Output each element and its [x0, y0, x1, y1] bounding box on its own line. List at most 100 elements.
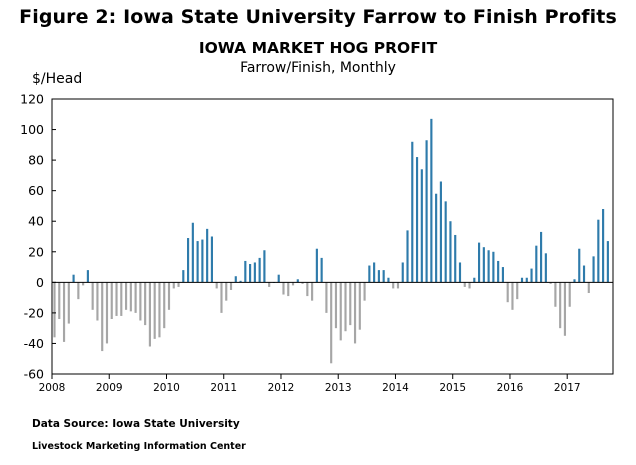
x-tick-label: 2009: [96, 382, 123, 394]
bar: [444, 201, 447, 283]
x-tick-label: 2015: [439, 382, 466, 394]
bar: [454, 234, 457, 283]
bar: [511, 282, 514, 310]
bar: [182, 270, 185, 283]
bar: [215, 282, 218, 289]
bar: [62, 282, 66, 342]
bar: [597, 219, 600, 283]
bar: [201, 239, 204, 283]
bar: [587, 282, 590, 294]
bar: [516, 282, 519, 300]
bar: [291, 282, 295, 286]
bar: [578, 248, 581, 283]
bar: [115, 282, 118, 316]
bar: [602, 209, 605, 283]
bar: [234, 276, 237, 283]
bar: [191, 222, 194, 283]
bar: [344, 282, 347, 332]
bar: [296, 279, 299, 283]
chart-title: IOWA MARKET HOG PROFIT: [198, 39, 438, 57]
bar: [58, 282, 61, 319]
bar: [311, 282, 314, 301]
bar: [77, 282, 80, 300]
y-tick-label: 120: [20, 92, 44, 107]
bar: [172, 282, 175, 289]
bar: [449, 221, 452, 283]
bar: [387, 277, 390, 283]
bar: [96, 282, 99, 321]
bar: [592, 256, 595, 283]
bar: [411, 141, 414, 283]
y-tick-label: -40: [24, 336, 44, 351]
bar: [320, 257, 323, 283]
bar: [482, 247, 485, 283]
bar: [468, 282, 471, 289]
bar: [134, 282, 137, 313]
bar: [363, 282, 366, 301]
plot-frame: [51, 98, 614, 375]
bar: [492, 251, 495, 283]
bar: [497, 260, 500, 283]
bar: [535, 245, 538, 283]
bar: [206, 228, 209, 283]
bar: [86, 270, 89, 283]
bar: [263, 250, 266, 283]
bar: [568, 282, 571, 307]
bar: [91, 282, 94, 310]
x-tick-label: 2010: [153, 382, 180, 394]
bar: [253, 262, 256, 283]
data-source: Data Source: Iowa State University: [32, 418, 240, 430]
bars-group: [53, 118, 609, 364]
bar: [210, 236, 213, 283]
y-axis-label: $/Head: [32, 71, 83, 87]
bar: [478, 242, 481, 283]
y-tick-label: 60: [28, 183, 44, 198]
bar: [158, 282, 161, 338]
bar: [53, 282, 56, 338]
y-tick-label: 20: [28, 244, 44, 259]
y-tick-label: 100: [20, 122, 44, 137]
bar: [349, 282, 352, 326]
x-tick-label: 2013: [325, 382, 352, 394]
bar: [282, 282, 285, 295]
bar: [325, 282, 328, 313]
bar: [67, 282, 70, 324]
bar: [167, 282, 171, 310]
bar: [606, 241, 609, 283]
bar: [105, 282, 109, 344]
bar: [439, 181, 442, 283]
bar: [540, 231, 543, 283]
bar: [406, 230, 409, 283]
bar: [82, 282, 85, 286]
bar: [277, 274, 280, 283]
bar: [373, 262, 376, 283]
bar: [196, 241, 199, 283]
bar: [101, 282, 104, 352]
bar: [458, 262, 462, 283]
x-tick-label: 2011: [210, 382, 237, 394]
bar: [110, 282, 113, 319]
bar: [315, 248, 318, 283]
x-axis-ticks: 2008 2009 2010 2011 2012 2013 2014 2015 2016 2017: [39, 374, 581, 394]
bar: [368, 265, 371, 283]
bar: [120, 282, 123, 316]
bar: [582, 265, 586, 283]
bar: [153, 282, 156, 339]
bar: [382, 270, 385, 283]
bar: [139, 282, 142, 321]
bar: [268, 282, 271, 287]
bar: [559, 282, 562, 329]
bar: [463, 282, 466, 287]
bar: [229, 282, 233, 290]
y-axis-ticks: 120 100 80 60 40 20 0 -20 -40 -60: [20, 92, 56, 382]
bar: [249, 264, 252, 283]
bar: [124, 282, 128, 310]
bar: [377, 270, 380, 283]
bar: [334, 282, 338, 329]
bar: [306, 282, 309, 297]
bar: [144, 282, 147, 326]
bar: [563, 282, 567, 336]
bar: [301, 282, 304, 284]
x-tick-label: 2014: [382, 382, 409, 394]
